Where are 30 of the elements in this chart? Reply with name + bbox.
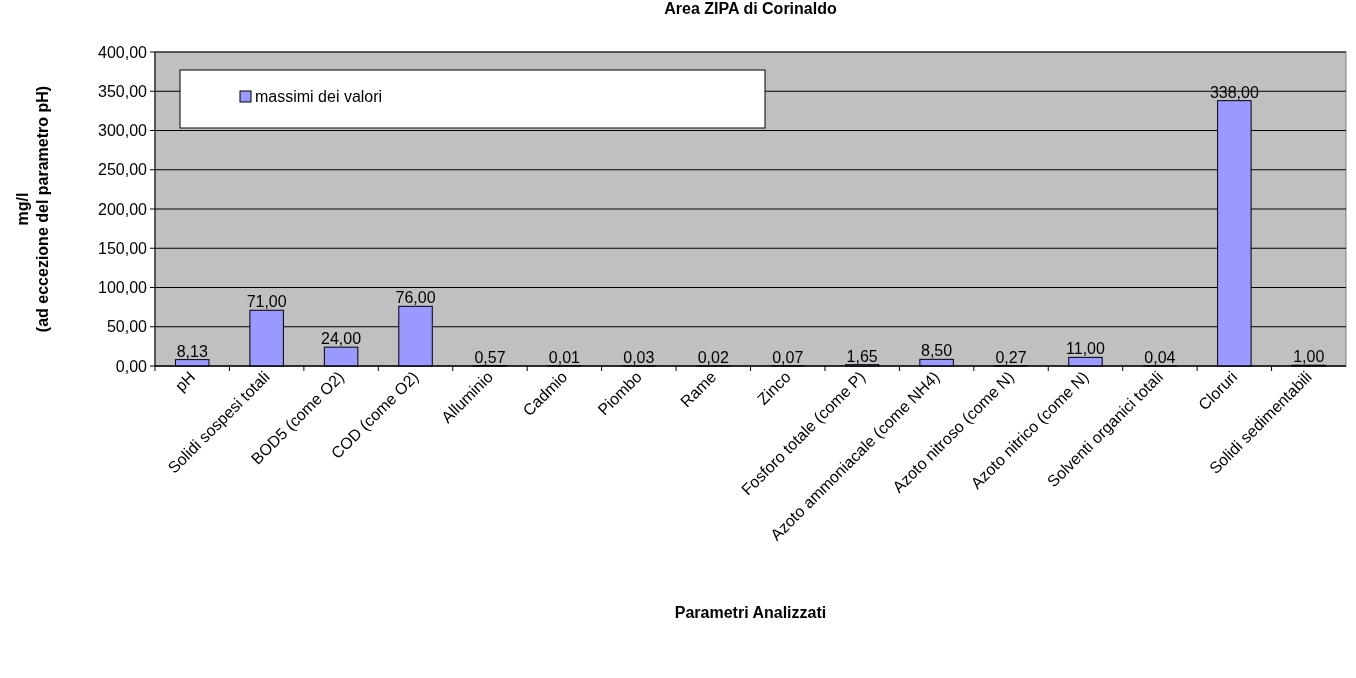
data-label: 0,07 <box>772 348 804 366</box>
y-tick-label: 350,00 <box>98 82 148 100</box>
data-label: 8,13 <box>176 342 208 360</box>
legend-label: massimi dei valori <box>255 88 383 105</box>
legend: massimi dei valori <box>179 69 766 129</box>
y-tick-label: 200,00 <box>98 200 148 218</box>
x-tick-label: pH <box>171 368 199 395</box>
data-label: 0,01 <box>548 348 581 366</box>
data-label: 0,57 <box>474 348 506 366</box>
data-label: 1,00 <box>1293 348 1325 366</box>
data-label: 76,00 <box>395 289 436 307</box>
data-label: 11,00 <box>1066 340 1105 358</box>
data-label: 0,27 <box>995 348 1027 366</box>
y-tick-label: 400,00 <box>98 43 148 61</box>
y-tick-label: 250,00 <box>98 161 148 179</box>
y-tick-label: 150,00 <box>98 239 148 257</box>
data-label: 0,02 <box>697 348 729 366</box>
y-tick-label: 50,00 <box>106 318 148 336</box>
data-label: 71,00 <box>246 293 287 311</box>
data-label: 1,65 <box>846 347 878 365</box>
y-tick-label: 300,00 <box>98 122 148 140</box>
chart-title: Area ZIPA di Corinaldo <box>664 0 837 17</box>
data-label: 8,50 <box>921 342 953 360</box>
y-axis-title: mg/l (ad eccezione del parametro pH) <box>14 85 51 333</box>
data-label: 0,03 <box>623 348 655 366</box>
y-tick-label: 100,00 <box>98 279 148 297</box>
y-tick-label: 0,00 <box>115 357 148 375</box>
data-label: 24,00 <box>321 330 362 348</box>
data-label: 0,04 <box>1144 348 1176 366</box>
x-axis-title: Parametri Analizzati <box>674 604 827 621</box>
